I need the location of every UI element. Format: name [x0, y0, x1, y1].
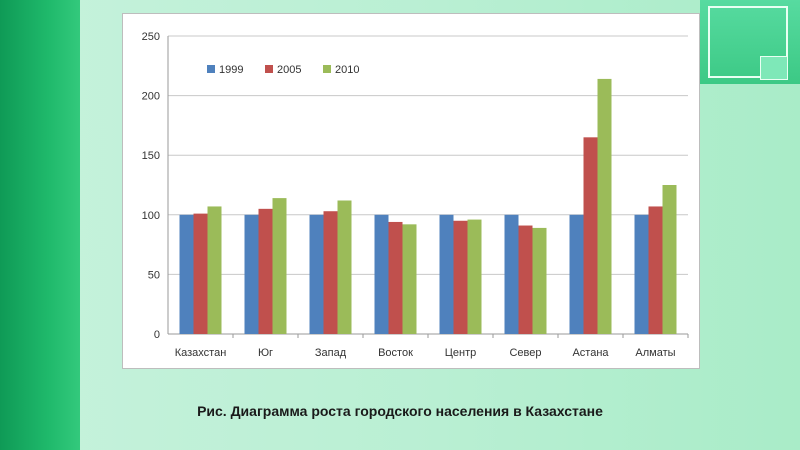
bar-2005-8: [648, 206, 663, 334]
legend-swatch-2005: [265, 65, 273, 73]
bar-1999-6: [504, 214, 519, 334]
legend-swatch-1999: [207, 65, 215, 73]
legend-label-2005: 2005: [277, 64, 301, 76]
bar-2010-4: [402, 224, 417, 334]
x-tick-label: Центр: [445, 347, 477, 359]
bar-2005-6: [518, 225, 533, 334]
corner-decor-square: [760, 56, 788, 80]
y-tick-label: 50: [148, 269, 160, 281]
bar-2005-1: [193, 213, 208, 334]
bar-2005-7: [583, 137, 598, 334]
bar-2010-6: [532, 227, 547, 334]
bar-chart: 0 50 100 150 200 250 Казахстан Юг Запад Восток Цен…: [142, 31, 689, 359]
left-decor-band: [0, 0, 80, 450]
y-tick-label: 150: [142, 150, 160, 162]
bar-2010-7: [597, 78, 612, 334]
bar-2010-8: [662, 185, 677, 334]
bar-1999-1: [179, 214, 194, 334]
bar-2005-5: [453, 220, 468, 334]
x-tick-label: Юг: [258, 347, 273, 359]
bar-2010-1: [207, 206, 222, 334]
bar-1999-7: [569, 214, 584, 334]
bar-2010-3: [337, 200, 352, 334]
bar-2005-3: [323, 211, 338, 334]
figure-caption: Рис. Диаграмма роста городского населени…: [197, 403, 603, 419]
legend-label-1999: 1999: [219, 64, 243, 76]
x-tick-label: Астана: [572, 347, 609, 359]
y-tick-label: 100: [142, 210, 160, 222]
legend-swatch-2010: [323, 65, 331, 73]
y-tick-label: 200: [142, 91, 160, 103]
bar-1999-4: [374, 214, 389, 334]
bar-2010-2: [272, 198, 287, 334]
bar-1999-5: [439, 214, 454, 334]
y-tick-label: 0: [154, 329, 160, 341]
y-tick-label: 250: [142, 31, 160, 43]
x-tick-label: Восток: [378, 347, 413, 359]
bar-1999-3: [309, 214, 324, 334]
bar-2005-4: [388, 221, 403, 334]
chart-frame: 0 50 100 150 200 250 Казахстан Юг Запад Восток Цен…: [122, 13, 700, 369]
bar-1999-8: [634, 214, 649, 334]
x-tick-label: Север: [509, 347, 541, 359]
corner-decor-frame: [708, 6, 788, 78]
x-tick-label: Алматы: [635, 347, 675, 359]
bar-2005-2: [258, 208, 273, 334]
x-tick-label: Запад: [315, 347, 347, 359]
legend-label-2010: 2010: [335, 64, 359, 76]
x-tick-label: Казахстан: [175, 347, 227, 359]
bar-2010-5: [467, 219, 482, 334]
bar-1999-2: [244, 214, 259, 334]
